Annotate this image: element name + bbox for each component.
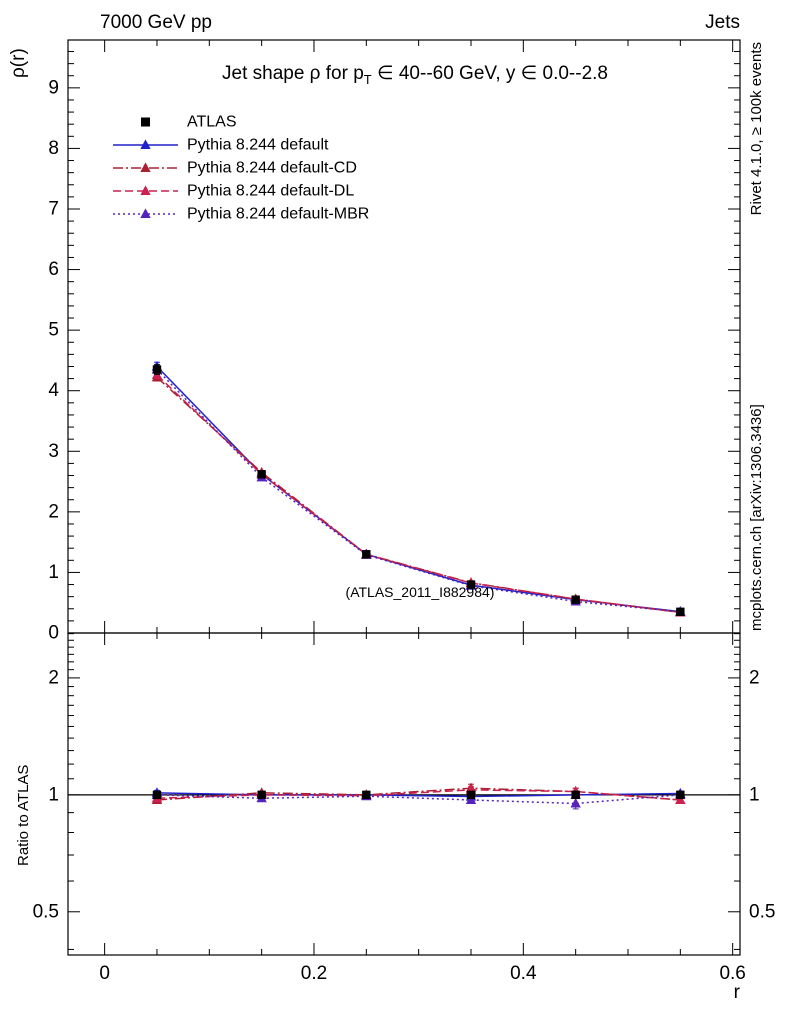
plot-title: Jet shape ρ for pT ∈ 40--60 GeV, y ∈ 0.0… xyxy=(222,63,608,87)
data-marker-triangle xyxy=(140,185,151,196)
legend-label: ATLAS xyxy=(187,114,237,131)
ratio-tick-label-left: 1 xyxy=(48,784,59,805)
data-marker-triangle xyxy=(140,139,151,150)
rivet-version-note: Rivet 4.1.0, ≥ 100k events xyxy=(748,42,765,215)
x-tick-label: 0.2 xyxy=(301,963,327,984)
series-line xyxy=(156,374,681,614)
series-line xyxy=(156,792,681,798)
data-marker-triangle xyxy=(570,797,581,808)
header-beam-label: 7000 GeV pp xyxy=(100,12,212,33)
data-marker-square xyxy=(152,790,162,800)
plot-title-post: ∈ 40--60 GeV, y ∈ 0.0--2.8 xyxy=(372,63,608,84)
panel-frame xyxy=(67,39,741,634)
data-marker-square xyxy=(466,580,476,589)
y-tick-label: 2 xyxy=(48,501,59,522)
y-tick-label: 8 xyxy=(48,138,59,159)
legend-label: Pythia 8.244 default-DL xyxy=(187,183,354,200)
data-marker-square xyxy=(362,550,371,559)
data-marker-square xyxy=(257,470,266,479)
y-tick-label: 3 xyxy=(48,441,59,462)
x-axis-label: r xyxy=(734,982,741,1003)
y-tick-label: 4 xyxy=(48,380,59,401)
data-marker-square xyxy=(257,790,266,800)
ratio-axis-label: Ratio to ATLAS xyxy=(15,765,32,866)
data-marker-triangle xyxy=(465,794,477,805)
data-marker-square xyxy=(676,790,685,800)
legend-label: Pythia 8.244 default-MBR xyxy=(187,206,369,223)
y-tick-label: 5 xyxy=(48,320,59,341)
legend-label: Pythia 8.244 default xyxy=(187,137,329,154)
plot-title-pre: Jet shape ρ for p xyxy=(222,63,364,84)
y-tick-label: 1 xyxy=(48,562,59,583)
series-line xyxy=(156,789,681,801)
x-tick-label: 0.6 xyxy=(719,963,745,984)
x-tick-label: 0 xyxy=(99,963,110,984)
panel-frame xyxy=(67,632,741,956)
y-tick-label: 9 xyxy=(48,77,59,98)
ratio-tick-label-right: 2 xyxy=(749,667,760,688)
ratio-tick-label-left: 2 xyxy=(48,667,59,688)
data-marker-triangle xyxy=(140,208,151,219)
analysis-id-watermark: (ATLAS_2011_I882984) xyxy=(346,584,495,600)
series-line xyxy=(156,368,681,613)
series-line xyxy=(156,376,681,614)
data-marker-square xyxy=(676,607,685,616)
header-analysis-label: Jets xyxy=(705,12,740,33)
series-line xyxy=(156,365,681,613)
ratio-tick-label-left: 0.5 xyxy=(33,901,59,922)
data-marker-square xyxy=(571,595,580,604)
x-tick-label: 0.4 xyxy=(510,963,537,984)
y-tick-label: 0 xyxy=(48,623,59,644)
mcplots-arxiv-note: mcplots.cern.ch [arXiv:1306.3436] xyxy=(748,404,765,631)
ratio-tick-label-right: 0.5 xyxy=(749,901,775,922)
data-marker-triangle xyxy=(675,794,686,805)
plot-title-sub: T xyxy=(364,72,372,87)
data-marker-square xyxy=(141,117,150,127)
chart-layer: 0 0.2 0.4 0.6 0 1 2 3 4 5 6 7 8 9 0.5 0.5 1 1 2 2 ATLAS Pythi… xyxy=(33,39,775,984)
y-tick-label: 6 xyxy=(48,259,59,280)
legend-label: Pythia 8.244 default-CD xyxy=(187,160,357,177)
y-axis-label: ρ(r) xyxy=(8,48,29,78)
data-marker-triangle xyxy=(140,162,151,173)
data-marker-square xyxy=(152,365,162,374)
y-tick-label: 7 xyxy=(48,198,59,219)
data-marker-square xyxy=(362,790,371,800)
data-marker-square xyxy=(571,790,580,800)
ratio-tick-label-right: 1 xyxy=(749,784,760,805)
data-marker-square xyxy=(466,790,476,800)
series-line xyxy=(156,794,681,805)
